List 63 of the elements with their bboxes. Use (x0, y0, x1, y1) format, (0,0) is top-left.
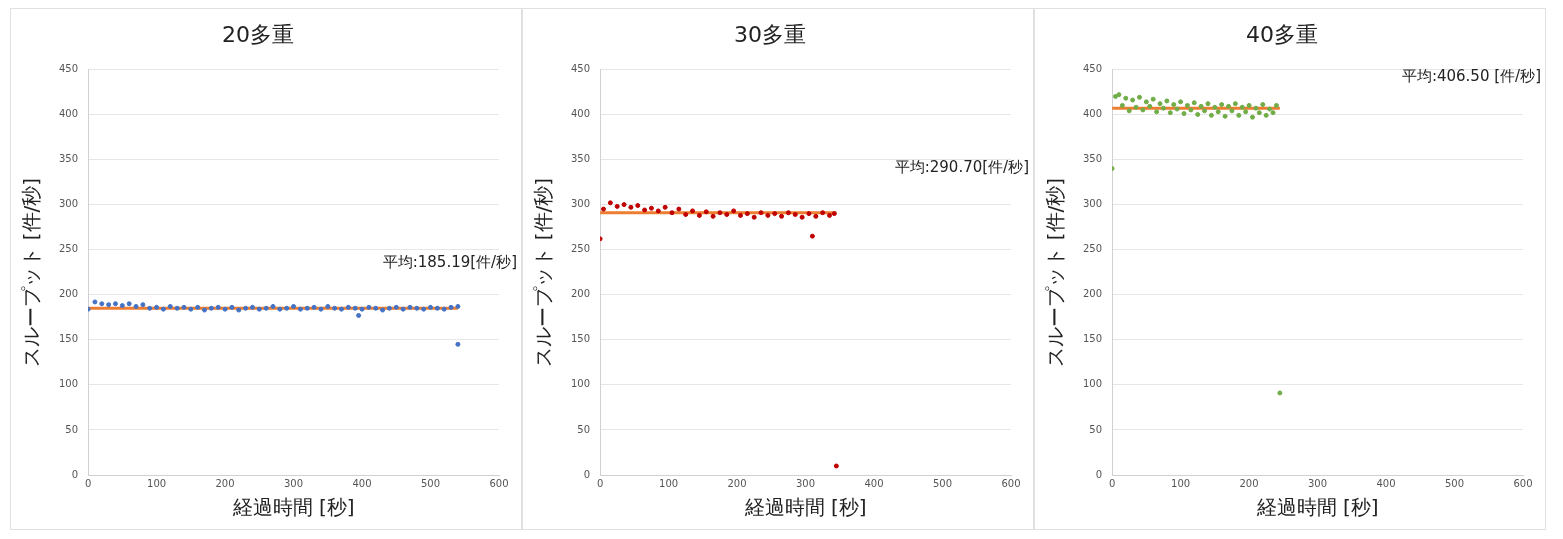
x-axis-title: 経過時間 [秒] (1255, 495, 1379, 520)
x-tick-label: 500 (1444, 477, 1465, 489)
y-axis-title: スループット [件/秒] (1043, 177, 1068, 367)
x-tick-label: 300 (1308, 477, 1328, 489)
x-tick-label: 100 (659, 477, 679, 489)
y-tick-label: 0 (71, 468, 79, 480)
x-tick-label: 0 (1108, 477, 1116, 489)
y-tick-label: 350 (570, 153, 591, 165)
y-tick-label: 200 (570, 288, 591, 300)
y-axis-title: スループット [件/秒] (531, 177, 556, 367)
x-tick-label: 500 (420, 477, 441, 489)
y-tick-label: 150 (570, 333, 591, 345)
x-tick-label: 200 (727, 477, 747, 489)
y-tick-label: 350 (58, 153, 79, 165)
x-tick-label: 200 (1239, 477, 1259, 489)
y-tick-label: 50 (577, 423, 591, 435)
y-tick-label: 300 (1082, 198, 1103, 210)
y-tick-label: 50 (65, 423, 79, 435)
y-tick-label: 300 (570, 198, 591, 210)
chart-title: 30多重 (734, 21, 806, 47)
y-tick-label: 450 (1082, 62, 1103, 74)
annotation: 平均:406.50 [件/秒] (1401, 67, 1541, 86)
y-tick-label: 150 (1082, 333, 1103, 345)
x-tick-label: 0 (596, 477, 604, 489)
x-tick-label: 400 (1376, 477, 1396, 489)
x-tick-label: 400 (352, 477, 372, 489)
chart-title: 40多重 (1246, 21, 1318, 47)
y-tick-label: 0 (1095, 468, 1103, 480)
y-tick-label: 100 (58, 378, 79, 390)
y-tick-label: 100 (570, 378, 591, 390)
y-tick-label: 400 (570, 108, 591, 120)
x-axis-title: 経過時間 [秒] (743, 495, 867, 520)
y-tick-label: 400 (1082, 108, 1103, 120)
x-axis-title: 経過時間 [秒] (231, 495, 355, 520)
x-tick-label: 200 (215, 477, 235, 489)
x-tick-label: 100 (147, 477, 167, 489)
annotation: 平均:290.70[件/秒] (894, 157, 1029, 176)
y-tick-label: 0 (583, 468, 591, 480)
y-tick-label: 200 (58, 288, 79, 300)
x-tick-label: 600 (1001, 477, 1021, 489)
y-tick-label: 400 (58, 108, 79, 120)
x-tick-label: 600 (1513, 477, 1533, 489)
y-tick-label: 450 (570, 62, 591, 74)
x-tick-label: 100 (1171, 477, 1191, 489)
y-tick-label: 450 (58, 62, 79, 74)
chart-title: 20多重 (222, 21, 294, 47)
y-tick-label: 250 (1082, 243, 1103, 255)
y-tick-label: 250 (58, 243, 79, 255)
x-tick-label: 300 (284, 477, 304, 489)
y-tick-label: 100 (1082, 378, 1103, 390)
y-tick-label: 350 (1082, 153, 1103, 165)
y-axis-title: スループット [件/秒] (19, 177, 44, 367)
y-tick-label: 150 (58, 333, 79, 345)
y-tick-label: 250 (570, 243, 591, 255)
annotation: 平均:185.19[件/秒] (382, 253, 517, 272)
x-tick-label: 500 (932, 477, 953, 489)
x-tick-label: 400 (864, 477, 884, 489)
x-tick-label: 0 (84, 477, 92, 489)
x-tick-label: 600 (489, 477, 509, 489)
y-tick-label: 200 (1082, 288, 1103, 300)
x-tick-label: 300 (796, 477, 816, 489)
y-tick-label: 50 (1089, 423, 1103, 435)
y-tick-label: 300 (58, 198, 79, 210)
